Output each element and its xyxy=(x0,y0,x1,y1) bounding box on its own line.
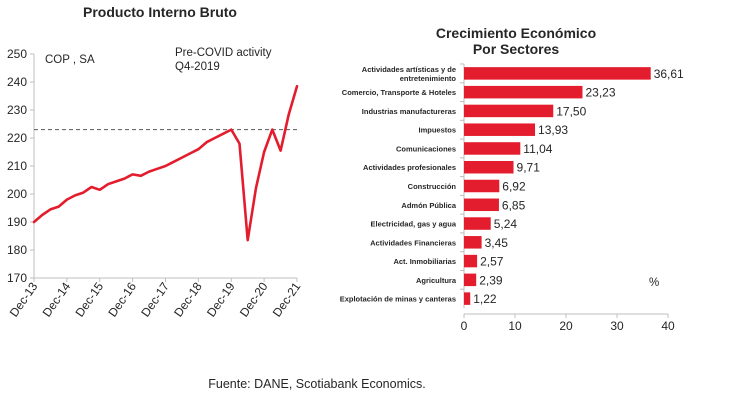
sector-bar xyxy=(464,179,500,193)
sector-bar-value-label: 9,71 xyxy=(517,161,541,175)
gdp-x-tick-label: Dec-17 xyxy=(138,279,172,319)
sector-bar-value-label: 1,22 xyxy=(473,292,497,306)
sector-bar-value-label: 3,45 xyxy=(485,236,509,250)
sector-category-label: Actividades Financieras xyxy=(370,238,456,247)
sector-chart-title-line1: Crecimiento Económico xyxy=(436,25,596,41)
sector-bar xyxy=(464,236,482,249)
gdp-x-tick-label: Dec-16 xyxy=(105,279,139,319)
sector-bar-chart: 0 10 20 30 40 36,61 Actividades artísticas y d… xyxy=(340,63,684,333)
gdp-y-tick-label: 230 xyxy=(7,103,27,117)
gdp-y-tick-label: 190 xyxy=(7,215,27,229)
sector-category-label: Act. Inmobiliarias xyxy=(393,257,456,266)
sector-bar xyxy=(464,292,471,305)
sector-bar-value-label: 6,92 xyxy=(502,180,526,194)
sector-bar-value-label: 6,85 xyxy=(502,198,526,212)
gdp-unit-label: COP , SA xyxy=(45,54,95,66)
sector-category-label: Industrias manufactureras xyxy=(362,107,456,116)
sector-x-tick-label: 0 xyxy=(461,319,468,333)
gdp-annotation-line1: Pre-COVID activity xyxy=(175,47,272,59)
sector-bar xyxy=(464,273,477,287)
sector-category-label: Actividades artísticas y de xyxy=(362,65,456,74)
sector-bar-value-label: 36,61 xyxy=(654,67,684,81)
gdp-y-tick-label: 210 xyxy=(7,159,27,173)
sector-x-tick-label: 10 xyxy=(508,319,522,333)
sector-bar-value-label: 2,39 xyxy=(479,273,503,287)
sector-chart-title-line2: Por Sectores xyxy=(473,41,560,57)
sector-category-label: Electricidad, gas y agua xyxy=(371,220,457,229)
gdp-x-tick-label: Dec-20 xyxy=(237,279,271,319)
gdp-x-tick-label: Dec-14 xyxy=(40,279,74,319)
sector-bar xyxy=(464,123,536,136)
gdp-x-tick-label: Dec-19 xyxy=(204,279,238,319)
sector-unit-label: % xyxy=(649,277,659,289)
sector-category-label: Comunicaciones xyxy=(396,144,456,153)
sector-category-label: Explotación de minas y canteras xyxy=(340,295,456,304)
gdp-annotation-line2: Q4-2019 xyxy=(175,61,220,73)
gdp-series-line xyxy=(32,84,299,242)
sector-x-tick-label: 30 xyxy=(610,319,624,333)
gdp-y-tick-label: 250 xyxy=(7,47,27,61)
sector-category-label: Admón Pública xyxy=(401,201,456,210)
sector-bar-value-label: 11,04 xyxy=(523,142,552,156)
sector-bar-value-label: 13,93 xyxy=(538,123,568,137)
sector-bar xyxy=(464,67,651,80)
sector-bar-value-label: 2,57 xyxy=(480,255,504,269)
gdp-x-tick-label: Dec-15 xyxy=(73,279,107,319)
sector-bar xyxy=(464,217,491,230)
sector-x-tick-label: 20 xyxy=(559,319,573,333)
sector-bar xyxy=(464,85,583,99)
sector-category-label: Actividades profesionales xyxy=(363,163,456,172)
gdp-y-tick-label: 240 xyxy=(7,75,27,89)
sector-bar xyxy=(464,160,514,174)
gdp-x-tick-label: Dec-18 xyxy=(171,279,205,319)
gdp-x-tick-label: Dec-13 xyxy=(7,279,41,319)
gdp-y-tick-label: 200 xyxy=(7,187,27,201)
sector-bar xyxy=(464,104,554,118)
sector-category-label: Comercio, Transporte & Hoteles xyxy=(342,88,456,97)
sector-bar xyxy=(464,198,499,212)
source-note: Fuente: DANE, Scotiabank Economics. xyxy=(208,377,425,391)
gdp-y-tick-label: 170 xyxy=(7,271,27,285)
sector-category-label: entretenimiento xyxy=(400,74,457,83)
sector-category-label: Impuestos xyxy=(418,126,456,135)
sector-bar xyxy=(464,142,521,155)
sector-bar-value-label: 17,50 xyxy=(556,104,586,118)
sector-category-label: Agricultura xyxy=(416,276,457,285)
sector-bar-value-label: 23,23 xyxy=(585,86,615,100)
gdp-y-tick-label: 180 xyxy=(7,243,27,257)
sector-bar xyxy=(464,254,478,268)
sector-bar-value-label: 5,24 xyxy=(494,217,518,231)
gdp-chart-title: Producto Interno Bruto xyxy=(83,4,237,20)
gdp-x-tick-label: Dec-21 xyxy=(270,279,304,319)
gdp-y-tick-label: 220 xyxy=(7,131,27,145)
sector-category-label: Construcción xyxy=(408,182,457,191)
sector-x-tick-label: 40 xyxy=(661,319,675,333)
